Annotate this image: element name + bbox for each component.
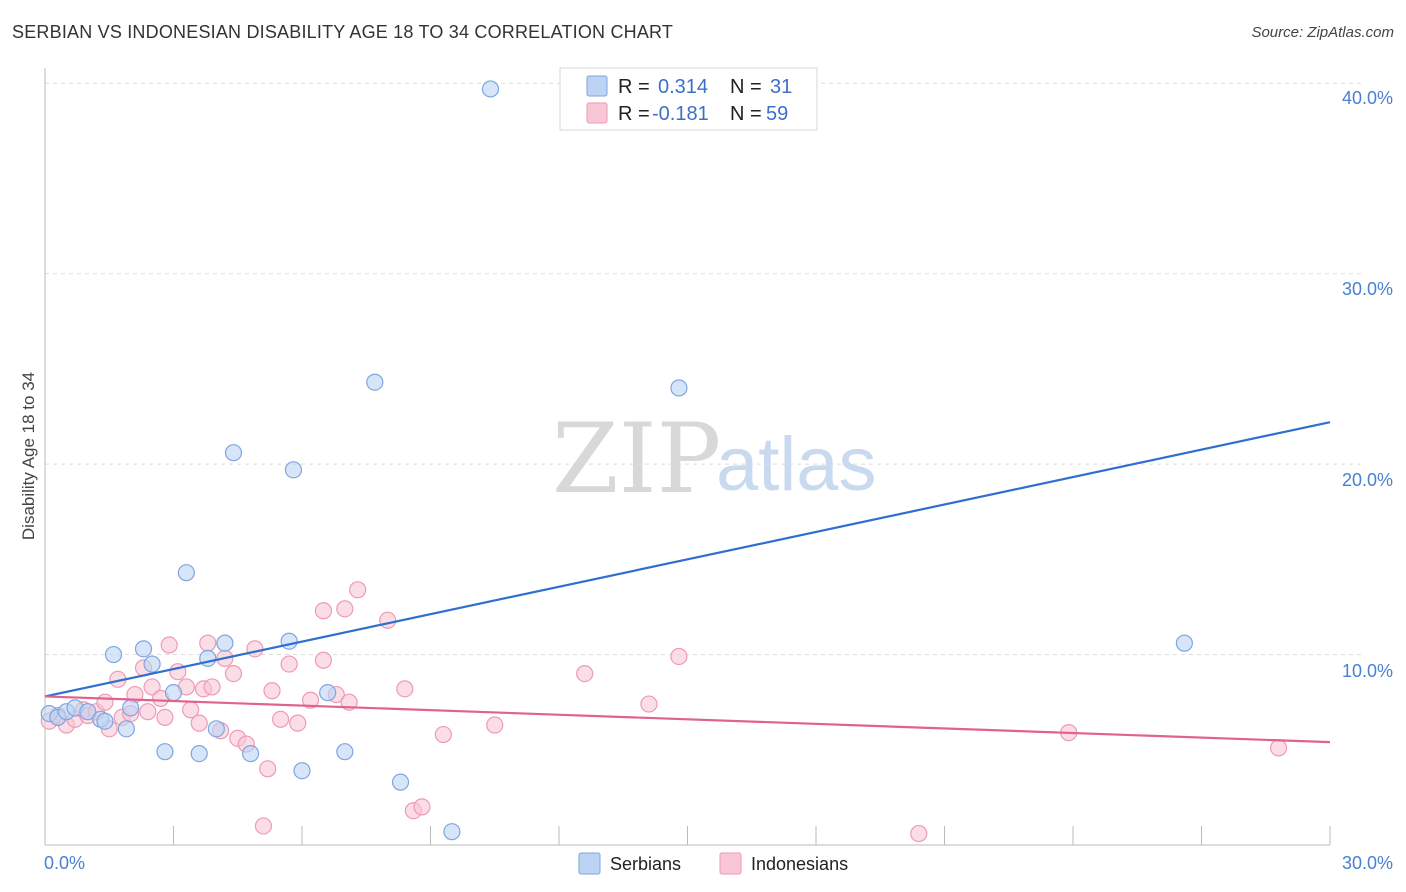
series-legend-label-indonesians: Indonesians bbox=[751, 854, 848, 874]
indonesians-point bbox=[199, 634, 217, 652]
serbians-point bbox=[79, 703, 97, 721]
watermark-atlas: atlas bbox=[716, 422, 877, 507]
serbians-point bbox=[280, 632, 298, 650]
serbians-trend-line bbox=[44, 421, 1331, 698]
indonesians-point bbox=[259, 760, 277, 778]
x-axis-ticks bbox=[44, 826, 1331, 845]
indonesians-point bbox=[910, 824, 928, 843]
indonesians-point bbox=[139, 703, 157, 721]
serbians-point bbox=[177, 564, 195, 582]
x-tick-label-min: 0.0% bbox=[44, 853, 85, 873]
indonesians-point bbox=[336, 600, 354, 618]
indonesians-point bbox=[190, 714, 208, 732]
indonesians-point bbox=[156, 708, 174, 727]
serbians-point bbox=[481, 80, 500, 98]
serbians-point bbox=[1175, 634, 1193, 652]
indonesians-point bbox=[160, 636, 178, 654]
legend-r-value-indonesians: -0.181 bbox=[652, 103, 709, 125]
serbians-point bbox=[164, 684, 183, 702]
indonesians-point bbox=[349, 581, 367, 599]
y-axis-label: Disability Age 18 to 34 bbox=[19, 372, 38, 540]
indonesians-point bbox=[246, 640, 264, 658]
indonesians-point bbox=[203, 678, 221, 696]
x-tick-label-max: 30.0% bbox=[1342, 853, 1393, 873]
legend-r-label-indonesians: R = bbox=[618, 103, 650, 125]
serbians-point bbox=[207, 720, 225, 738]
indonesians-point bbox=[434, 725, 452, 744]
serbians-point bbox=[391, 773, 410, 791]
indonesians-point bbox=[396, 680, 414, 698]
series-legend: Serbians Indonesians bbox=[578, 852, 848, 875]
serbians-points bbox=[40, 80, 1193, 841]
indonesians-trend-line bbox=[44, 695, 1331, 744]
indonesians-point bbox=[280, 655, 298, 673]
indonesians-point bbox=[486, 716, 504, 734]
source-credit: Source: ZipAtlas.com bbox=[1251, 24, 1394, 41]
serbians-point bbox=[216, 634, 234, 652]
serbians-point bbox=[366, 373, 384, 391]
serbians-point bbox=[190, 744, 208, 763]
watermark-zip: ZIP bbox=[552, 403, 721, 515]
serbians-point bbox=[284, 461, 303, 479]
legend-r-label-serbians: R = bbox=[618, 76, 650, 98]
serbians-point bbox=[104, 645, 123, 664]
indonesians-point bbox=[640, 695, 658, 713]
serbians-point bbox=[134, 640, 153, 658]
legend-r-value-serbians: 0.314 bbox=[658, 76, 708, 98]
y-tick-labels: 10.0% 20.0% 30.0% 40.0% bbox=[1342, 88, 1393, 681]
serbians-point bbox=[293, 762, 311, 780]
serbians-point bbox=[122, 699, 140, 717]
indonesians-point bbox=[143, 678, 161, 696]
chart-title: SERBIAN VS INDONESIAN DISABILITY AGE 18 … bbox=[12, 22, 674, 42]
watermark: ZIP atlas bbox=[552, 403, 877, 515]
legend-swatch-indonesians bbox=[586, 102, 608, 124]
legend-swatch-serbians bbox=[586, 75, 608, 97]
serbians-point bbox=[117, 720, 135, 738]
indonesians-point bbox=[413, 798, 431, 816]
indonesians-point bbox=[314, 651, 333, 669]
indonesians-points bbox=[40, 581, 1288, 843]
indonesians-point bbox=[96, 693, 114, 711]
indonesians-point bbox=[254, 817, 273, 835]
serbians-point bbox=[156, 743, 174, 761]
indonesians-point bbox=[289, 714, 307, 732]
serbians-point bbox=[443, 823, 461, 841]
gridlines bbox=[45, 82, 1365, 656]
serbians-point bbox=[143, 655, 161, 673]
serbians-point bbox=[224, 444, 243, 462]
indonesians-point bbox=[314, 602, 333, 620]
indonesians-point bbox=[301, 691, 320, 709]
legend-n-value-indonesians: 59 bbox=[766, 103, 788, 125]
serbians-point bbox=[319, 684, 337, 702]
stats-legend: R = 0.314 N = 31 R = -0.181 N = 59 bbox=[559, 67, 818, 131]
series-legend-label-serbians: Serbians bbox=[610, 854, 681, 874]
legend-n-label-serbians: N = bbox=[730, 76, 762, 98]
y-tick-label-20: 20.0% bbox=[1342, 470, 1393, 490]
indonesians-point bbox=[670, 647, 688, 666]
y-tick-label-40: 40.0% bbox=[1342, 88, 1393, 108]
serbians-point bbox=[670, 379, 688, 397]
indonesians-point bbox=[271, 710, 290, 728]
legend-n-value-serbians: 31 bbox=[770, 76, 792, 98]
serbians-point bbox=[96, 712, 114, 730]
y-tick-label-10: 10.0% bbox=[1342, 661, 1393, 681]
serbians-point bbox=[336, 743, 354, 761]
indonesians-point bbox=[224, 665, 243, 683]
indonesians-point bbox=[1269, 739, 1288, 757]
serbians-point bbox=[242, 744, 260, 763]
series-legend-swatch-serbians bbox=[578, 852, 601, 875]
y-tick-label-30: 30.0% bbox=[1342, 279, 1393, 299]
series-legend-swatch-indonesians bbox=[719, 852, 742, 875]
indonesians-point bbox=[379, 611, 397, 629]
indonesians-point bbox=[263, 682, 281, 700]
legend-n-label-indonesians: N = bbox=[730, 103, 762, 125]
indonesians-point bbox=[576, 665, 594, 683]
